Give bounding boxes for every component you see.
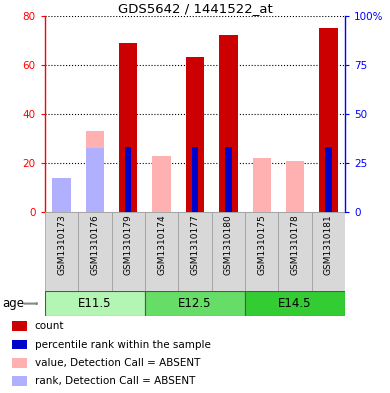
Bar <box>119 43 137 212</box>
Text: GSM1310173: GSM1310173 <box>57 215 66 275</box>
Bar <box>12 321 27 331</box>
Bar <box>152 156 171 212</box>
Bar <box>45 291 145 316</box>
Bar <box>45 212 78 291</box>
Text: value, Detection Call = ABSENT: value, Detection Call = ABSENT <box>35 358 200 368</box>
Bar <box>286 161 304 212</box>
Bar <box>186 57 204 212</box>
Bar <box>145 291 245 316</box>
Bar <box>12 340 27 349</box>
Bar <box>219 35 238 212</box>
Bar <box>225 147 232 212</box>
Text: E14.5: E14.5 <box>278 297 312 310</box>
Bar <box>245 291 345 316</box>
Bar <box>125 147 131 212</box>
Bar <box>319 28 338 212</box>
Bar <box>78 212 112 291</box>
Bar <box>178 212 212 291</box>
Text: E11.5: E11.5 <box>78 297 112 310</box>
Bar <box>86 148 104 212</box>
Text: GSM1310176: GSM1310176 <box>90 215 99 275</box>
Text: GSM1310175: GSM1310175 <box>257 215 266 275</box>
Bar <box>245 212 278 291</box>
Bar <box>86 131 104 212</box>
Text: age: age <box>2 297 24 310</box>
Text: rank, Detection Call = ABSENT: rank, Detection Call = ABSENT <box>35 376 195 386</box>
Text: GSM1310179: GSM1310179 <box>124 215 133 275</box>
Text: count: count <box>35 321 64 331</box>
Bar <box>52 178 71 212</box>
Text: GSM1310180: GSM1310180 <box>224 215 233 275</box>
Bar <box>253 158 271 212</box>
Bar <box>112 212 145 291</box>
Bar <box>212 212 245 291</box>
Title: GDS5642 / 1441522_at: GDS5642 / 1441522_at <box>118 2 272 15</box>
Text: GSM1310177: GSM1310177 <box>190 215 200 275</box>
Text: GSM1310181: GSM1310181 <box>324 215 333 275</box>
Bar <box>12 358 27 368</box>
Bar <box>192 147 198 212</box>
Text: E12.5: E12.5 <box>178 297 212 310</box>
Text: GSM1310174: GSM1310174 <box>157 215 166 275</box>
Text: percentile rank within the sample: percentile rank within the sample <box>35 340 211 349</box>
Bar <box>325 147 332 212</box>
Bar <box>52 190 71 212</box>
Text: GSM1310178: GSM1310178 <box>291 215 300 275</box>
Bar <box>312 212 345 291</box>
Bar <box>145 212 178 291</box>
Bar <box>12 376 27 386</box>
Bar <box>278 212 312 291</box>
